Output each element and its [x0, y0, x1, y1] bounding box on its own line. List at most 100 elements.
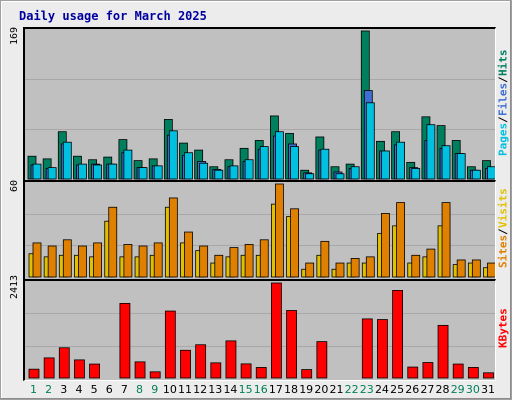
pages-bar [168, 130, 178, 180]
kbytes-bar [225, 340, 237, 379]
kbytes-bar [270, 282, 282, 379]
pages-bar [138, 167, 148, 180]
day-tick-label: 7 [120, 383, 128, 396]
legend-sites: Sites [496, 235, 510, 269]
sites-bar [441, 202, 451, 278]
sites-bar [244, 244, 254, 278]
day-tick-label: 1 [30, 383, 37, 396]
pages-bar [487, 166, 495, 180]
sites-bar [62, 239, 72, 278]
kbytes-bar [361, 318, 373, 379]
kbytes-bar [452, 363, 464, 379]
legend-files: Files [496, 83, 510, 117]
sites-bar [471, 259, 481, 278]
hits-legend: Pages / Files / Hits [496, 50, 510, 156]
sites-bar [153, 242, 163, 278]
sites-bar [274, 183, 284, 278]
pages-bar [290, 146, 299, 180]
sites-bar [290, 208, 299, 278]
sites-bar [78, 245, 87, 278]
pages-bar [229, 165, 239, 180]
kbytes-bar [301, 369, 313, 379]
day-tick-label: 19 [299, 383, 314, 396]
pages-bar [471, 169, 481, 180]
sites-bar [456, 259, 466, 278]
sites-bar [199, 245, 209, 278]
kbytes-bar [407, 366, 419, 379]
kbytes-bar [483, 372, 494, 379]
day-tick-label: 3 [60, 383, 68, 396]
sites-bar [320, 240, 330, 278]
day-tick-label: 6 [105, 383, 113, 396]
visits-bars [25, 183, 495, 278]
day-tick-label: 22 [344, 383, 359, 396]
kbytes-bar [255, 367, 267, 379]
pages-bar [62, 141, 72, 180]
sites-bar [426, 248, 436, 278]
day-tick-label: 13 [208, 383, 223, 396]
sites-bar [396, 202, 406, 278]
sites-bar [168, 197, 178, 278]
day-tick-label: 9 [151, 383, 159, 396]
day-tick-label: 5 [90, 383, 98, 396]
day-tick-label: 23 [359, 383, 374, 396]
kbytes-bars [25, 282, 495, 379]
day-tick-label: 8 [136, 383, 144, 396]
day-tick-label: 15 [238, 383, 253, 396]
day-tick-label: 11 [178, 383, 192, 396]
hits-bars [25, 30, 495, 180]
pages-bar [305, 173, 315, 180]
legend-kbytes: KBytes [496, 308, 510, 349]
day-tick-label: 10 [162, 383, 177, 396]
sites-bar [487, 262, 495, 278]
sites-bar [335, 262, 345, 278]
kbytes-bar [437, 324, 449, 379]
visits-legend: Sites / Visits [496, 188, 510, 269]
sites-bar [229, 247, 239, 278]
pages-bar [456, 153, 466, 180]
chart-title: Daily usage for March 2025 [19, 9, 207, 23]
pages-bar [244, 159, 254, 180]
kbytes-bar [89, 363, 100, 379]
day-tick-label: 25 [390, 383, 405, 396]
kbytes-bar [149, 371, 161, 379]
visits-panel [23, 180, 496, 280]
kbytes-panel [23, 279, 496, 381]
day-tick-label: 29 [450, 383, 465, 396]
day-tick-label: 24 [374, 383, 389, 396]
day-tick-label: 17 [268, 383, 283, 396]
kbytes-bar [210, 362, 222, 379]
day-tick-label: 12 [193, 383, 208, 396]
sites-bar [365, 256, 375, 278]
pages-bar [153, 165, 163, 180]
kbytes-bar [377, 319, 388, 379]
sites-bar [259, 239, 269, 278]
day-axis: 1 2 3 4 5 6 7 8 9 10 11 12 13 14 15 16 17 18 19 20 21 22 23 24 2… [23, 383, 495, 397]
pages-bar [47, 167, 57, 180]
hits-panel [23, 27, 496, 182]
day-tick-label: 20 [314, 383, 329, 396]
day-tick-label: 21 [329, 383, 344, 396]
day-tick-label: 4 [75, 383, 83, 396]
pages-bar [350, 166, 360, 180]
pages-bar [396, 141, 406, 180]
kbytes-bar [164, 310, 176, 379]
sites-bar [305, 262, 315, 278]
day-tick-label: 2 [45, 383, 53, 396]
kbytes-legend: KBytes [496, 279, 510, 378]
pages-bar [259, 146, 269, 180]
kbytes-bar [286, 310, 297, 379]
kbytes-bar [467, 367, 479, 379]
day-tick-label: 18 [284, 383, 299, 396]
kbytes-bar [119, 302, 131, 379]
day-tick-label: 28 [435, 383, 450, 396]
kbytes-bar [43, 357, 55, 379]
sites-bar [381, 213, 390, 278]
kbytes-bar [392, 290, 404, 379]
pages-bar [381, 150, 390, 180]
pages-bar [320, 148, 330, 180]
sites-bar [350, 258, 360, 278]
pages-bar [199, 162, 209, 180]
sites-bar [138, 245, 148, 278]
